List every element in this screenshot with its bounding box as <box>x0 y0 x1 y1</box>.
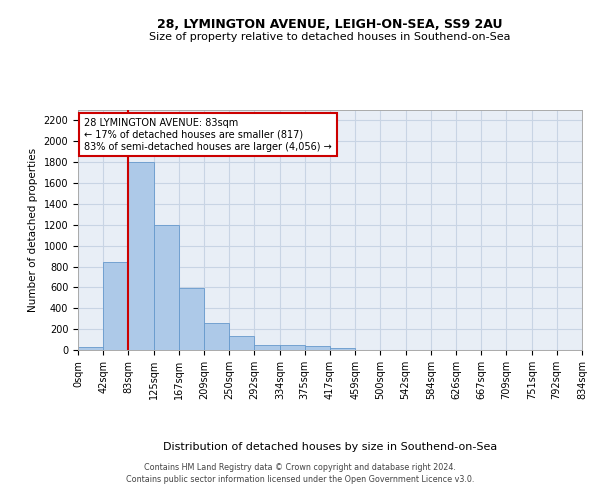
Bar <box>128 162 154 350</box>
Text: Contains HM Land Registry data © Crown copyright and database right 2024.: Contains HM Land Registry data © Crown c… <box>144 464 456 472</box>
Bar <box>154 225 179 350</box>
Text: 28 LYMINGTON AVENUE: 83sqm
← 17% of detached houses are smaller (817)
83% of sem: 28 LYMINGTON AVENUE: 83sqm ← 17% of deta… <box>84 118 332 152</box>
Bar <box>78 348 103 350</box>
Bar <box>305 346 330 350</box>
Bar <box>330 348 355 350</box>
Bar <box>205 324 229 350</box>
Y-axis label: Number of detached properties: Number of detached properties <box>28 148 38 312</box>
Bar <box>254 346 280 350</box>
Bar <box>103 262 128 350</box>
Bar <box>280 346 305 350</box>
Text: Size of property relative to detached houses in Southend-on-Sea: Size of property relative to detached ho… <box>149 32 511 42</box>
Text: 28, LYMINGTON AVENUE, LEIGH-ON-SEA, SS9 2AU: 28, LYMINGTON AVENUE, LEIGH-ON-SEA, SS9 … <box>157 18 503 30</box>
Bar <box>179 288 205 350</box>
Bar <box>229 336 254 350</box>
Text: Distribution of detached houses by size in Southend-on-Sea: Distribution of detached houses by size … <box>163 442 497 452</box>
Text: Contains public sector information licensed under the Open Government Licence v3: Contains public sector information licen… <box>126 475 474 484</box>
